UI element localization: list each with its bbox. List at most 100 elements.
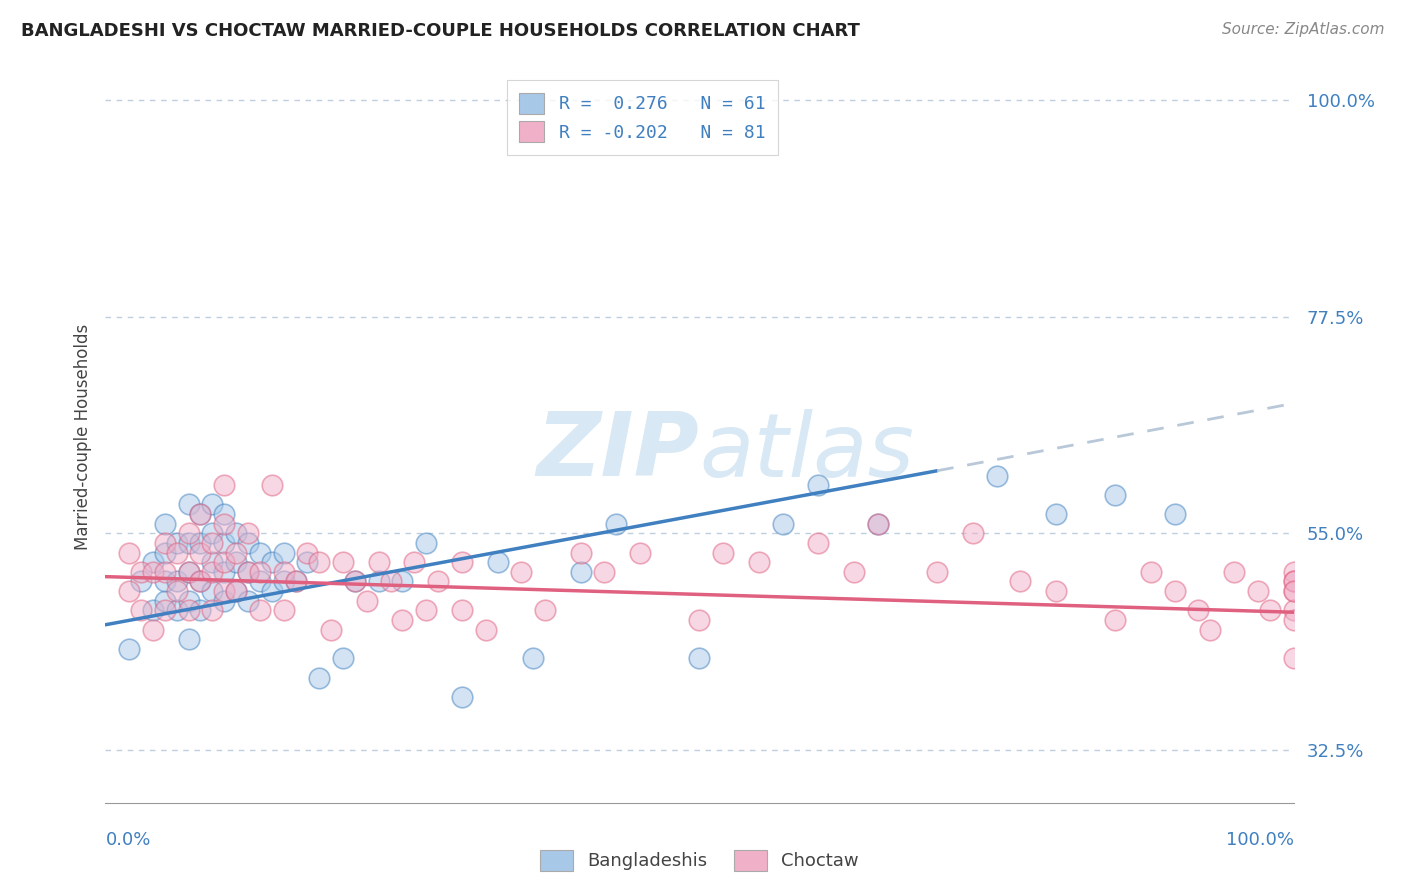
Point [129, 574, 152, 589]
Point [249, 574, 271, 589]
Point [190, 507, 212, 521]
Point [177, 603, 200, 617]
Point [142, 623, 165, 637]
Point [1104, 613, 1126, 627]
Point [214, 565, 236, 579]
Point [807, 536, 830, 550]
Point [236, 565, 259, 579]
Point [1247, 584, 1270, 599]
Point [1164, 507, 1187, 521]
Point [534, 603, 557, 617]
Point [142, 555, 165, 569]
Point [486, 555, 509, 569]
Point [273, 603, 295, 617]
Point [415, 536, 437, 550]
Point [190, 536, 212, 550]
Point [748, 555, 770, 569]
Point [605, 516, 627, 531]
Point [153, 565, 176, 579]
Point [153, 603, 176, 617]
Point [450, 603, 472, 617]
Point [522, 651, 544, 665]
Point [1199, 623, 1222, 637]
Point [177, 536, 200, 550]
Point [569, 565, 592, 579]
Point [343, 574, 366, 589]
Point [450, 690, 472, 704]
Point [450, 555, 472, 569]
Point [260, 584, 283, 599]
Point [1282, 603, 1305, 617]
Point [236, 526, 259, 541]
Point [249, 545, 271, 559]
Point [249, 565, 271, 579]
Point [1282, 584, 1305, 599]
Point [321, 623, 343, 637]
Point [284, 574, 307, 589]
Text: BANGLADESHI VS CHOCTAW MARRIED-COUPLE HOUSEHOLDS CORRELATION CHART: BANGLADESHI VS CHOCTAW MARRIED-COUPLE HO… [21, 22, 860, 40]
Point [628, 545, 651, 559]
Point [260, 555, 283, 569]
Point [474, 623, 496, 637]
Point [569, 545, 592, 559]
Point [367, 574, 389, 589]
Point [177, 498, 200, 512]
Point [593, 565, 616, 579]
Point [214, 516, 236, 531]
Point [273, 565, 295, 579]
Point [1045, 507, 1067, 521]
Point [129, 565, 152, 579]
Point [214, 507, 236, 521]
Point [201, 555, 224, 569]
Point [190, 574, 212, 589]
Point [153, 593, 176, 607]
Point [1282, 584, 1305, 599]
Point [807, 478, 830, 492]
Text: Source: ZipAtlas.com: Source: ZipAtlas.com [1222, 22, 1385, 37]
Point [380, 574, 402, 589]
Point [689, 613, 711, 627]
Point [190, 545, 212, 559]
Point [166, 603, 188, 617]
Point [166, 584, 188, 599]
Point [273, 545, 295, 559]
Point [1187, 603, 1209, 617]
Point [225, 584, 247, 599]
Point [201, 565, 224, 579]
Point [711, 545, 734, 559]
Point [190, 603, 212, 617]
Point [689, 651, 711, 665]
Point [332, 651, 354, 665]
Point [1282, 651, 1305, 665]
Point [332, 555, 354, 569]
Point [129, 603, 152, 617]
Point [177, 632, 200, 647]
Point [153, 574, 176, 589]
Point [177, 593, 200, 607]
Point [986, 468, 1008, 483]
Point [142, 565, 165, 579]
Point [1282, 574, 1305, 589]
Point [1258, 603, 1281, 617]
Point [201, 526, 224, 541]
Point [153, 536, 176, 550]
Point [925, 565, 948, 579]
Legend: Bangladeshis, Choctaw: Bangladeshis, Choctaw [533, 843, 866, 878]
Point [118, 641, 141, 656]
Point [177, 565, 200, 579]
Point [118, 584, 141, 599]
Point [153, 545, 176, 559]
Point [201, 536, 224, 550]
Point [308, 671, 330, 685]
Point [367, 555, 389, 569]
Point [214, 593, 236, 607]
Point [225, 584, 247, 599]
Point [1140, 565, 1163, 579]
Point [866, 516, 889, 531]
Point [236, 593, 259, 607]
Point [225, 545, 247, 559]
Point [225, 526, 247, 541]
Point [214, 478, 236, 492]
Point [214, 584, 236, 599]
Text: ZIP: ZIP [537, 409, 700, 495]
